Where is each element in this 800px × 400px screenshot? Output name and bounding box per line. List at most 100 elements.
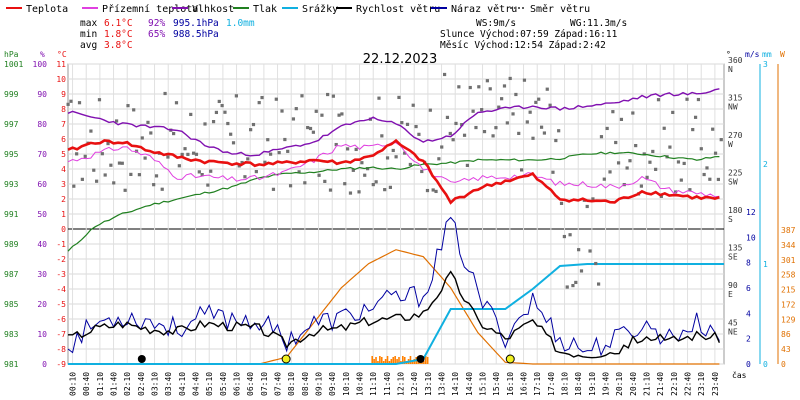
- stat-min-temp: 1.8°C: [104, 29, 133, 40]
- wind-direction-point: [306, 125, 310, 130]
- wind-direction-point: [505, 121, 509, 125]
- rain-cumulative-line: [68, 263, 724, 365]
- wind-direction-point: [605, 126, 609, 131]
- wind-direction-point: [200, 172, 204, 177]
- wind-direction-point: [340, 112, 344, 116]
- wind-direction-point: [548, 103, 552, 107]
- stat-avg-temp: 3.8°C: [104, 40, 133, 51]
- wind-direction-point: [599, 135, 604, 139]
- wind-direction-point: [588, 249, 592, 253]
- wind-direction-point: [377, 96, 381, 100]
- wind-direction-point: [314, 109, 318, 113]
- wind-direction-point: [300, 94, 304, 98]
- grid: [67, 63, 725, 365]
- x-tick-label: 00:10: [69, 372, 78, 396]
- wind-direction-point: [69, 99, 73, 103]
- dir-tick-deg: 225: [728, 169, 743, 178]
- wind-direction-point: [705, 166, 709, 170]
- x-axis-label: čas: [732, 370, 747, 380]
- wind-direction-point: [346, 147, 350, 151]
- wind-direction-point: [260, 95, 264, 100]
- wind-direction-point: [685, 97, 689, 101]
- wind-direction-point: [186, 152, 190, 156]
- wind-direction-point: [220, 103, 224, 108]
- temp-tick-label: -7: [56, 330, 66, 339]
- wind-direction-point: [326, 92, 330, 97]
- x-tick-label: 18:40: [574, 372, 583, 396]
- wind-direction-point: [371, 183, 375, 187]
- wind-direction-point: [209, 169, 213, 173]
- wind-direction-point: [420, 169, 424, 174]
- rain-rate-bar: [403, 357, 406, 364]
- wind-direction-point: [594, 261, 598, 266]
- wind-direction-point: [72, 184, 76, 188]
- x-tick-label: 10:40: [356, 372, 365, 396]
- wind-direction-point: [174, 101, 179, 105]
- wind-direction-point: [514, 92, 518, 97]
- wind-direction-point: [616, 161, 621, 165]
- wind-direction-point: [391, 148, 395, 153]
- temp-tick-label: 4: [61, 165, 66, 174]
- wind-tick-label: 0: [746, 360, 751, 369]
- x-tick-label: 01:40: [110, 372, 119, 396]
- wind-direction-point: [117, 161, 122, 165]
- hum-tick-label: 60: [37, 180, 47, 189]
- hum-unit: %: [40, 50, 45, 59]
- wind-direction-point: [357, 190, 361, 194]
- x-tick-label: 01:10: [96, 372, 105, 396]
- hum-tick-label: 80: [37, 120, 47, 129]
- wind-direction-point: [491, 134, 495, 138]
- wind-tick-label: 2: [746, 335, 751, 344]
- temp-tick-label: 5: [61, 150, 66, 159]
- x-tick-label: 15:40: [492, 372, 501, 396]
- dir-tick-deg: 90: [728, 281, 738, 290]
- x-tick-label: 11:40: [383, 372, 392, 396]
- stat-max-label: max: [80, 18, 97, 29]
- wind-tick-label: 4: [746, 309, 751, 318]
- wind-direction-point: [602, 177, 606, 181]
- wind-direction-point: [172, 131, 176, 136]
- wind-direction-point: [508, 76, 512, 81]
- wind-direction-point: [154, 174, 159, 178]
- wind-direction-point: [303, 181, 307, 185]
- wind-direction-point: [559, 201, 564, 205]
- wind-direction-point: [634, 143, 638, 148]
- press-tick-label: 991: [4, 210, 19, 219]
- press-tick-label: 993: [4, 180, 19, 189]
- chart-title: 22.12.2023: [363, 52, 437, 67]
- x-tick-label: 13:10: [424, 372, 433, 396]
- wind-direction-point: [280, 109, 284, 113]
- wind-direction-point: [451, 138, 455, 142]
- wind-direction-point: [519, 168, 524, 172]
- wind-direction-point: [648, 160, 652, 164]
- hum-tick-label: 0: [42, 360, 47, 369]
- wind-direction-point: [229, 132, 233, 136]
- rain-unit: mm: [762, 50, 772, 59]
- wind-direction-point: [431, 188, 435, 192]
- wind-direction-point: [699, 147, 703, 151]
- wind-direction-point: [294, 107, 298, 111]
- x-tick-label: 02:10: [123, 372, 132, 396]
- wind-direction-point: [457, 85, 461, 89]
- rain-rate-bar: [388, 361, 391, 364]
- wind-direction-point: [388, 185, 392, 189]
- hum-tick-label: 30: [37, 270, 47, 279]
- wind-direction-point: [611, 110, 615, 114]
- x-tick-label: 04:10: [178, 372, 187, 396]
- temp-tick-label: 3: [61, 180, 66, 189]
- temp-tick-label: 10: [56, 75, 66, 84]
- dir-tick-deg: 270: [728, 131, 743, 140]
- wind-direction-point: [323, 179, 327, 183]
- wind-direction-point: [226, 121, 230, 126]
- wind-direction-point: [654, 167, 658, 171]
- legend-teplota: Teplota: [26, 4, 68, 15]
- dir-tick-name: NW: [728, 103, 738, 112]
- wind-direction-point: [129, 172, 133, 177]
- wind-direction-point: [517, 131, 521, 136]
- wind-direction-point: [468, 85, 472, 90]
- temp-tick-label: -3: [56, 270, 66, 279]
- hum-tick-label: 10: [37, 330, 47, 339]
- x-tick-label: 23:10: [697, 372, 706, 396]
- press-tick-label: 989: [4, 240, 19, 249]
- x-tick-label: 08:10: [287, 372, 296, 396]
